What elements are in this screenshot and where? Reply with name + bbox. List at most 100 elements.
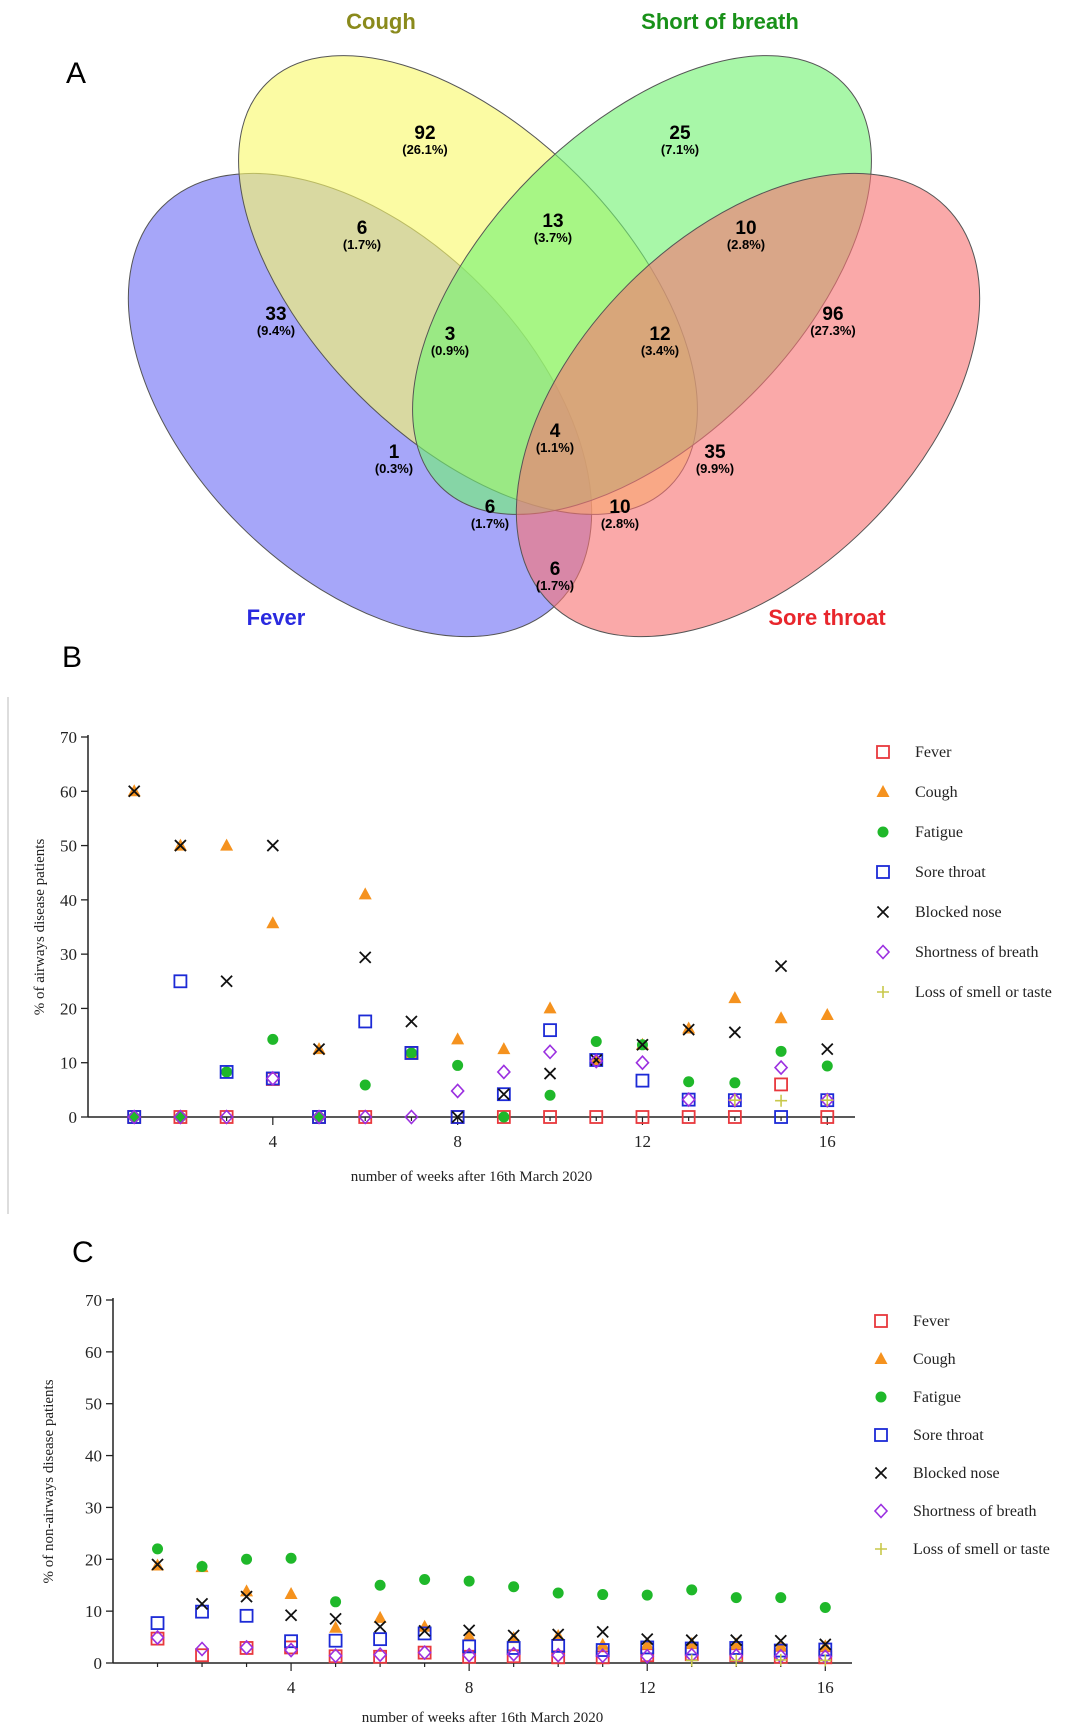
chart-b-legend-marker xyxy=(876,905,890,919)
svg-text:33: 33 xyxy=(265,304,286,325)
chart-c-point xyxy=(640,1640,655,1655)
chart-c-x-tick-label: 12 xyxy=(639,1678,656,1697)
chart-c-point xyxy=(641,1589,653,1601)
chart-b-point xyxy=(358,1014,373,1029)
chart-b-point xyxy=(542,1044,558,1060)
chart-b-series-fatigue xyxy=(128,1033,833,1123)
chart-b-point xyxy=(543,1110,557,1124)
chart-c-point xyxy=(506,1646,521,1662)
chart-c-series-fever xyxy=(150,1631,833,1665)
chart-c-point xyxy=(774,1634,787,1647)
venn-title-sore-throat: Sore throat xyxy=(768,605,886,630)
chart-c-point xyxy=(506,1649,521,1664)
chart-c-point xyxy=(730,1592,742,1604)
chart-b-point xyxy=(497,1042,511,1055)
chart-c-y-tick-label: 20 xyxy=(85,1550,102,1569)
chart-b-point xyxy=(450,1083,465,1099)
svg-text:(2.8%): (2.8%) xyxy=(601,516,639,531)
chart-c-point xyxy=(284,1609,298,1622)
chart-c-legend-label: Sore throat xyxy=(913,1427,984,1444)
chart-c-series-cough xyxy=(151,1558,832,1652)
chart-c-point xyxy=(374,1579,386,1591)
chart-b-series-loss-of-smell-or-taste xyxy=(728,1094,834,1107)
chart-b-point xyxy=(312,1043,326,1056)
chart-b-point xyxy=(127,1109,142,1125)
chart-b-point xyxy=(683,1076,695,1088)
chart-b-point xyxy=(728,1026,742,1039)
chart-b-point xyxy=(589,1053,604,1069)
chart-b-point xyxy=(405,1015,418,1028)
chart-b-point xyxy=(544,1089,556,1101)
chart-b-point xyxy=(451,1110,464,1124)
chart-b-point xyxy=(681,1092,696,1107)
venn-region-cough-sore: 35(9.9%) xyxy=(696,442,734,476)
chart-b-legend-label: Blocked nose xyxy=(915,904,1002,921)
venn-region-sore: 96(27.3%) xyxy=(810,304,856,338)
chart-c-point xyxy=(775,1592,787,1604)
chart-b-point xyxy=(682,1023,695,1036)
svg-text:(27.3%): (27.3%) xyxy=(810,323,856,338)
chart-b-legend-label: Loss of smell or taste xyxy=(915,984,1052,1001)
chart-b-y-axis-label: % of airways disease patients xyxy=(32,839,48,1016)
svg-text:1: 1 xyxy=(389,442,400,463)
chart-b-point xyxy=(358,887,372,900)
svg-text:(3.7%): (3.7%) xyxy=(534,230,572,245)
chart-b-point xyxy=(266,916,280,929)
svg-text:(0.9%): (0.9%) xyxy=(431,343,469,358)
svg-text:10: 10 xyxy=(735,218,756,239)
chart-b-point xyxy=(820,1007,834,1020)
chart-b-point xyxy=(775,1094,788,1107)
panel-letter-a: A xyxy=(66,57,86,90)
venn-region-fever-cough-sob: 3(0.9%) xyxy=(431,324,469,358)
chart-b-x-tick-label: 4 xyxy=(269,1132,278,1151)
chart-b-point xyxy=(727,1092,742,1108)
chart-c-point xyxy=(419,1574,431,1586)
chart-b-point xyxy=(682,1021,696,1034)
chart-c-legend-marker xyxy=(874,1352,888,1364)
chart-b-point xyxy=(405,1047,417,1059)
venn-region-cough: 92(26.1%) xyxy=(402,123,448,157)
chart-b-point xyxy=(496,1087,511,1102)
venn-title-short-of-breath: Short of breath xyxy=(641,9,799,34)
chart-b-point xyxy=(589,1110,604,1124)
svg-text:(26.1%): (26.1%) xyxy=(402,142,448,157)
chart-c-point xyxy=(819,1638,832,1651)
chart-b-series-fever xyxy=(127,1046,835,1124)
chart-b-point xyxy=(774,1077,788,1092)
chart-b-point xyxy=(543,1001,557,1014)
chart-c-legend-marker xyxy=(874,1428,888,1442)
chart-c-point xyxy=(239,1639,254,1656)
chart-c-point xyxy=(641,1633,654,1646)
chart-c-point xyxy=(328,1633,343,1648)
chart-c-point xyxy=(596,1625,609,1639)
svg-text:(9.4%): (9.4%) xyxy=(257,323,295,338)
chart-c-point xyxy=(239,1641,254,1655)
chart-b-series-sore-throat xyxy=(127,974,835,1124)
chart-b-point xyxy=(775,1045,787,1057)
chart-b-point xyxy=(773,1059,789,1076)
chart-b-point xyxy=(358,1109,373,1125)
chart-c-legend-label: Cough xyxy=(913,1351,956,1368)
chart-c-point xyxy=(552,1628,565,1641)
chart-b-airways: 0 10 20 30 40 50 60 70 4 8 12 16 number of weeks aft… xyxy=(32,728,1052,1185)
chart-c-point xyxy=(240,1590,253,1603)
venn-region-fever-cough-sore: 10(2.8%) xyxy=(601,497,639,531)
chart-c-point xyxy=(597,1589,609,1601)
chart-b-y-tick-label: 0 xyxy=(69,1108,78,1127)
chart-c-point xyxy=(151,1558,164,1571)
panel-letter-c: C xyxy=(72,1236,94,1269)
venn-region-sob: 25(7.1%) xyxy=(661,123,699,157)
chart-b-point xyxy=(265,1070,280,1087)
chart-c-point xyxy=(595,1648,610,1664)
svg-text:13: 13 xyxy=(542,211,563,232)
chart-b-point xyxy=(635,1073,650,1088)
chart-b-point xyxy=(404,1109,419,1125)
chart-b-point xyxy=(219,1065,234,1079)
chart-b-point xyxy=(267,1033,279,1045)
svg-text:(2.8%): (2.8%) xyxy=(727,237,765,252)
chart-b-point xyxy=(265,1072,280,1086)
chart-b-point xyxy=(774,959,788,973)
svg-text:12: 12 xyxy=(649,324,670,345)
chart-c-point xyxy=(417,1626,432,1641)
chart-b-point xyxy=(543,1023,557,1038)
